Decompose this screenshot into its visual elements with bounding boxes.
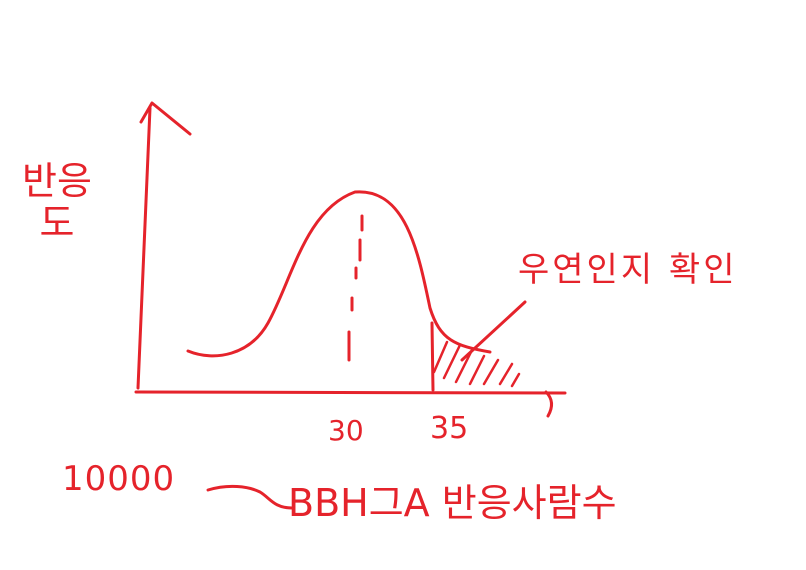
ink-strokes — [134, 101, 567, 510]
x-tick-35: 35 — [430, 411, 469, 446]
bell-curve — [186, 190, 492, 358]
hatched-region — [432, 340, 521, 388]
bottom-text: BBH그A 반응사람수 — [288, 481, 617, 525]
annotation-text: 우연인지 확인 — [518, 250, 738, 290]
x-tick-30: 30 — [328, 414, 364, 447]
critical-line — [430, 321, 435, 392]
x-axis-arrowhead — [544, 390, 553, 418]
total-count: 10000 — [62, 459, 176, 499]
y-axis-label: 반응 도 — [22, 159, 92, 245]
squiggle-arrow — [206, 484, 294, 510]
annotation-pointer — [460, 300, 527, 362]
x-axis — [134, 390, 567, 395]
y-axis — [136, 106, 152, 390]
mean-dashed-line — [347, 214, 364, 362]
y-axis-arrowhead — [139, 101, 192, 136]
